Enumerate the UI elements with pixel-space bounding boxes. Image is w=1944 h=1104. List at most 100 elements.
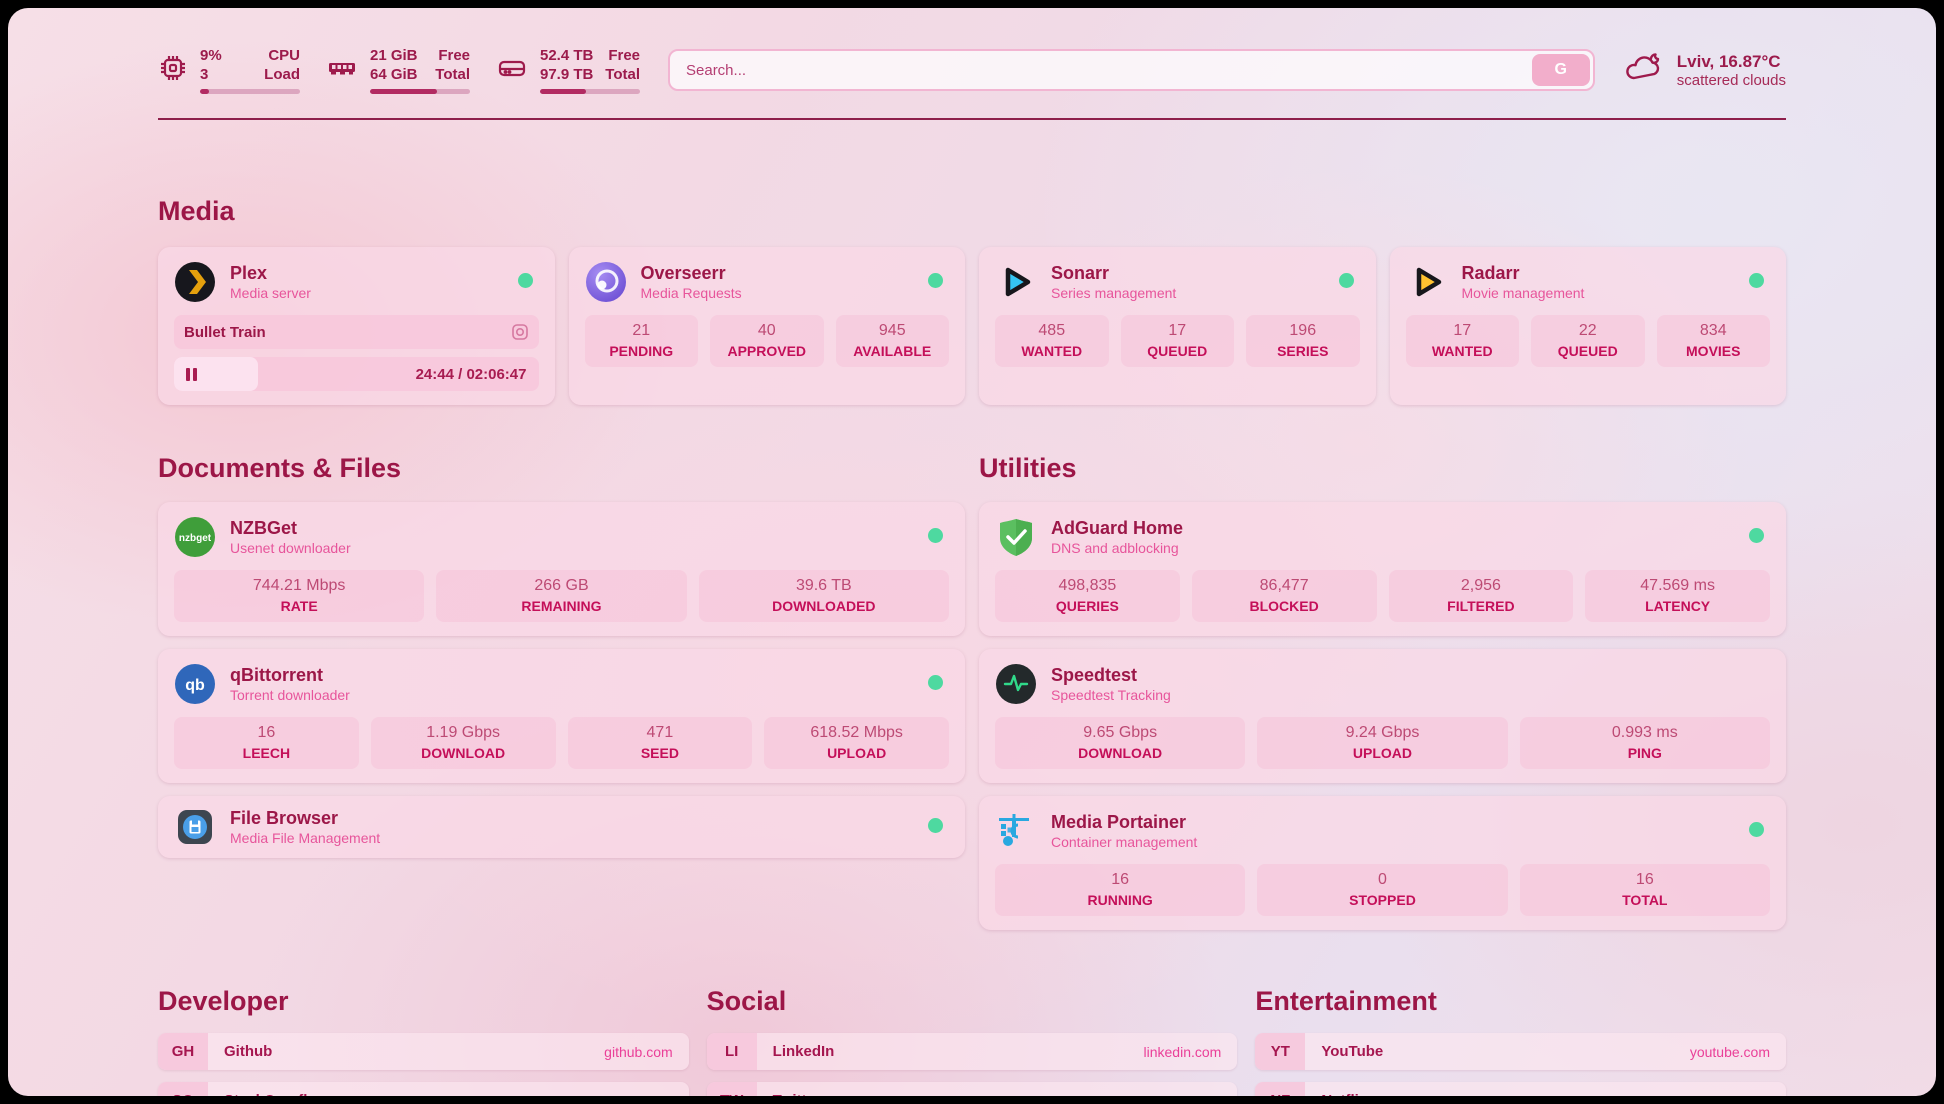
portainer-stats: 16 RUNNING 0 STOPPED 16 TOTAL (995, 864, 1770, 916)
disk-widget: 52.4 TB Free 97.9 TB Total (496, 46, 640, 94)
stat-tile: 618.52 Mbps UPLOAD (764, 717, 949, 769)
pause-button[interactable] (186, 367, 197, 381)
qbittorrent-stats: 16 LEECH 1.19 Gbps DOWNLOAD 471 SEED 618.52… (174, 717, 949, 769)
sonarr-icon (995, 261, 1037, 303)
stat-tile: 47.569 ms LATENCY (1585, 570, 1770, 622)
plex-icon (174, 261, 216, 303)
disk-progress-bar (540, 89, 640, 94)
plex-time: 24:44 / 02:06:47 (415, 365, 527, 383)
media-card-row: Plex Media server Bullet Train 24:44 / 0… (158, 247, 1786, 405)
linkedin-badge: LI (706, 1033, 757, 1070)
radarr-card[interactable]: Radarr Movie management 17 WANTED 22 QUEUE… (1389, 247, 1786, 405)
stat-tile: 196 SERIES (1246, 315, 1360, 367)
speedtest-card[interactable]: Speedtest Speedtest Tracking 9.65 Gbps DO… (979, 649, 1786, 783)
filebrowser-status-dot (928, 818, 943, 833)
section-title-entertainment: Entertainment (1255, 986, 1437, 1016)
portainer-subtitle: Container management (1051, 834, 1198, 850)
stat-tile: 485 WANTED (995, 315, 1109, 367)
cpu-chip-icon (158, 53, 188, 88)
search-bar: G (668, 49, 1595, 91)
stat-tile: 0 STOPPED (1257, 864, 1508, 916)
link-twitter[interactable]: TW Twitter twitter.com (706, 1082, 1238, 1096)
dashboard-screen: 9% CPU 3 Load 21 GiB Free (8, 8, 1936, 1096)
portainer-card[interactable]: Media Portainer Container management 16 R… (979, 796, 1786, 930)
nzbget-title: NZBGet (230, 518, 297, 538)
filebrowser-card[interactable]: File Browser Media File Management (158, 796, 965, 858)
youtube-badge: YT (1255, 1033, 1306, 1070)
nzbget-stats: 744.21 Mbps RATE 266 GB REMAINING 39.6 TB D… (174, 570, 949, 622)
qbittorrent-card[interactable]: qb qBittorrent Torrent downloader 16 LEEC… (158, 649, 965, 783)
disk-label2: Total (605, 66, 640, 83)
plex-card[interactable]: Plex Media server Bullet Train 24:44 / 0… (158, 247, 555, 405)
qbittorrent-title: qBittorrent (230, 665, 323, 685)
link-netflix[interactable]: NF Netflix netflix.com (1255, 1082, 1786, 1096)
radarr-title: Radarr (1461, 263, 1520, 283)
stat-tile: 266 GB REMAINING (436, 570, 687, 622)
adguard-stats: 498,835 QUERIES 86,477 BLOCKED 2,956 FILTER… (995, 570, 1770, 622)
github-badge: GH (158, 1033, 208, 1070)
stackoverflow-badge: SO (158, 1082, 208, 1096)
qbittorrent-icon: qb (174, 663, 216, 705)
link-stackoverflow[interactable]: SO StackOverflow stackoverflow.com (158, 1082, 689, 1096)
nzbget-card[interactable]: nzbget NZBGet Usenet downloader 744.21 M… (158, 502, 965, 636)
adguard-card[interactable]: AdGuard Home DNS and adblocking 498,835 Q… (979, 502, 1786, 636)
stat-tile: 86,477 BLOCKED (1191, 570, 1377, 622)
memory-label: Free (438, 47, 470, 64)
adguard-subtitle: DNS and adblocking (1051, 540, 1179, 556)
cpu-value: 9% (200, 47, 222, 64)
stat-tile: 17 WANTED (1405, 315, 1519, 367)
sonarr-title: Sonarr (1051, 263, 1110, 283)
stat-tile: 17 QUEUED (1120, 315, 1234, 367)
search-input[interactable] (686, 61, 1532, 79)
twitter-badge: TW (706, 1082, 757, 1096)
cloud-icon (1623, 50, 1665, 91)
adguard-status-dot (1749, 528, 1764, 543)
plex-now-playing: Bullet Train (174, 315, 539, 349)
speedtest-title: Speedtest (1051, 665, 1138, 685)
hard-drive-icon (496, 53, 528, 88)
disk-total: 97.9 TB (540, 66, 594, 83)
netflix-badge: NF (1255, 1082, 1306, 1096)
weather-widget: Lviv, 16.87°C scattered clouds (1623, 50, 1786, 91)
memory-free: 21 GiB (370, 47, 418, 64)
adguard-title: AdGuard Home (1051, 518, 1184, 538)
sonarr-card[interactable]: Sonarr Series management 485 WANTED 17 QUE… (979, 247, 1376, 405)
weather-condition: scattered clouds (1676, 71, 1786, 89)
memory-widget: 21 GiB Free 64 GiB Total (326, 46, 470, 94)
stat-tile: 21 PENDING (584, 315, 698, 367)
speedtest-icon (995, 663, 1037, 705)
stat-tile: 471 SEED (567, 717, 753, 769)
stat-tile: 9.65 Gbps DOWNLOAD (995, 717, 1246, 769)
section-title-media: Media (158, 196, 235, 226)
search-engine-button[interactable]: G (1531, 54, 1590, 86)
entertainment-section: Entertainment YT YouTube youtube.com NF … (1255, 986, 1786, 1096)
sonarr-subtitle: Series management (1051, 285, 1177, 301)
memory-label2: Total (435, 66, 470, 83)
cpu-label: CPU (268, 47, 300, 64)
radarr-stats: 17 WANTED 22 QUEUED 834 MOVIES (1405, 315, 1770, 367)
plex-title: Plex (230, 263, 268, 283)
section-title-social: Social (706, 986, 787, 1016)
stat-tile: 1.19 Gbps DOWNLOAD (370, 717, 556, 769)
top-bar: 9% CPU 3 Load 21 GiB Free (158, 38, 1786, 102)
memory-progress-bar (370, 89, 470, 94)
documents-column: nzbget NZBGet Usenet downloader 744.21 M… (158, 502, 965, 858)
overseerr-subtitle: Media Requests (640, 285, 742, 301)
stat-tile: 834 MOVIES (1656, 315, 1770, 367)
svg-text:qb: qb (185, 677, 205, 694)
cpu-label2: Load (264, 66, 300, 83)
link-github[interactable]: GH Github github.com (158, 1033, 689, 1070)
radarr-subtitle: Movie management (1461, 285, 1585, 301)
link-youtube[interactable]: YT YouTube youtube.com (1255, 1033, 1786, 1070)
nzbget-subtitle: Usenet downloader (230, 540, 351, 556)
filebrowser-subtitle: Media File Management (230, 830, 381, 846)
stat-tile: 0.993 ms PING (1519, 717, 1770, 769)
overseerr-card[interactable]: Overseerr Media Requests 21 PENDING 40 APP… (568, 247, 965, 405)
section-title-utilities: Utilities (979, 453, 1077, 483)
ram-icon (326, 53, 358, 88)
cpu-widget: 9% CPU 3 Load (158, 46, 300, 94)
portainer-status-dot (1749, 822, 1764, 837)
link-linkedin[interactable]: LI LinkedIn linkedin.com (706, 1033, 1238, 1070)
memory-total: 64 GiB (370, 66, 418, 83)
filebrowser-title: File Browser (230, 808, 339, 828)
